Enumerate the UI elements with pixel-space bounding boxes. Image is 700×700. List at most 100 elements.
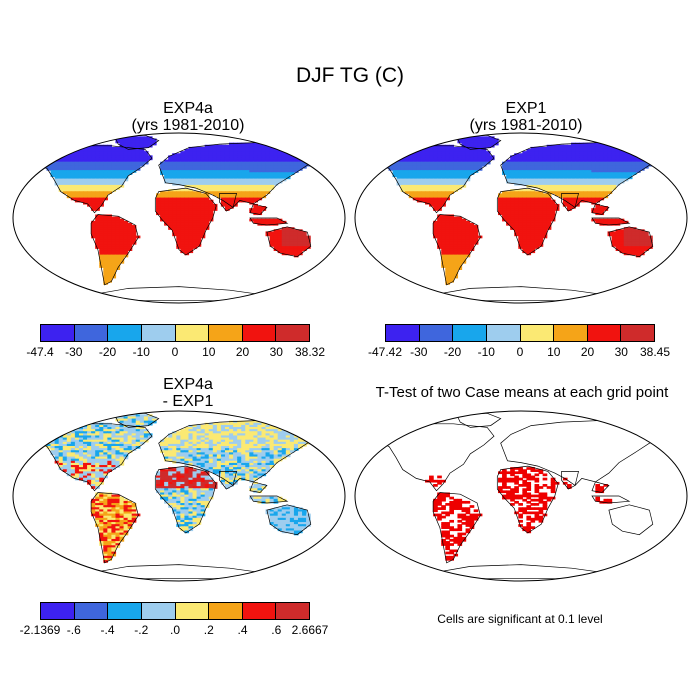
map-grid-cells bbox=[376, 136, 665, 285]
coastline-northAmerica bbox=[33, 423, 153, 492]
coastline-australia bbox=[608, 504, 654, 536]
map-grid-cells bbox=[34, 414, 323, 563]
map-panel-4 bbox=[354, 410, 688, 582]
panel3-title-line2: - EXP1 bbox=[162, 393, 214, 410]
colorbar-swatch bbox=[242, 603, 277, 619]
colorbar-tick-label: .2 bbox=[203, 623, 214, 637]
coastline-australia bbox=[266, 504, 312, 536]
colorbar-swatch bbox=[587, 325, 622, 341]
panel4-title: T-Test of two Case means at each grid po… bbox=[352, 384, 692, 401]
panel3-title-line1: EXP4a bbox=[163, 376, 213, 393]
coastline-australia bbox=[266, 226, 312, 258]
coastline-seAsia bbox=[249, 203, 268, 215]
colorbar-tick-label: 38.45 bbox=[639, 345, 671, 359]
map-projection-border bbox=[354, 132, 688, 304]
coastline-eurasia bbox=[158, 141, 322, 208]
coastline-greenland bbox=[114, 412, 160, 428]
coastline-africa bbox=[154, 465, 217, 534]
significance-note: Cells are significant at 0.1 level bbox=[437, 612, 603, 626]
coastline-india bbox=[561, 193, 579, 212]
map-panel-3 bbox=[12, 410, 346, 582]
colorbar-tick-label: -20 bbox=[98, 345, 117, 359]
coastline-southAmerica bbox=[432, 492, 481, 564]
map-projection-border bbox=[12, 132, 346, 304]
colorbar-tick-label: -10 bbox=[132, 345, 150, 359]
coastline-indonesia bbox=[591, 217, 631, 226]
coastline-india bbox=[219, 471, 237, 490]
coastline-seAsia bbox=[249, 481, 268, 493]
colorbar-tick-label: -10 bbox=[477, 345, 495, 359]
panel4-title-line1: T-Test of two Case means at each grid po… bbox=[375, 384, 669, 401]
colorbar-swatch bbox=[453, 325, 487, 341]
colorbar-swatch bbox=[141, 603, 176, 619]
coastline-australia bbox=[608, 226, 654, 258]
colorbar-tick-label: -30 bbox=[410, 345, 428, 359]
coastline-southAmerica bbox=[90, 492, 139, 564]
coastline-seAsia bbox=[591, 203, 610, 215]
colorbar-swatch bbox=[520, 325, 555, 341]
colorbar-swatch bbox=[108, 325, 142, 341]
colorbar-tick-label: 30 bbox=[269, 345, 283, 359]
coastline-greenland bbox=[456, 412, 502, 428]
colorbar-swatch bbox=[41, 603, 75, 619]
coastline-indonesia bbox=[591, 495, 631, 504]
coastline-india bbox=[561, 471, 579, 490]
coastline-northAmerica bbox=[375, 423, 495, 492]
colorbar-tick-label: 20 bbox=[580, 345, 595, 359]
colorbar-tick-label: .0 bbox=[169, 623, 181, 637]
colorbar-swatch bbox=[419, 325, 454, 341]
coastline-indonesia bbox=[249, 495, 289, 504]
coastline-india bbox=[219, 193, 237, 212]
colorbar-tick-label: 20 bbox=[235, 345, 250, 359]
coastline-southAmerica bbox=[432, 214, 481, 286]
map-grid-cells bbox=[34, 136, 323, 285]
coastline-greenland bbox=[114, 134, 160, 150]
coastline-greenland bbox=[456, 134, 502, 150]
colorbar-tick-label: 2.6667 bbox=[291, 623, 329, 637]
colorbar-swatch bbox=[41, 325, 75, 341]
colorbar-exp1 bbox=[385, 324, 655, 342]
colorbar-exp4a bbox=[40, 324, 310, 342]
coastline-antarctica bbox=[77, 564, 281, 580]
colorbar-tick-label: -20 bbox=[443, 345, 462, 359]
colorbar-swatch bbox=[386, 325, 420, 341]
colorbar-swatch bbox=[74, 325, 109, 341]
colorbar-swatch bbox=[209, 325, 243, 341]
colorbar-tick-label: -.2 bbox=[134, 623, 149, 637]
map-panel-1 bbox=[12, 132, 346, 304]
colorbar-swatch bbox=[486, 325, 521, 341]
colorbar-tick-label: .4 bbox=[237, 623, 248, 637]
colorbar-swatch bbox=[175, 325, 210, 341]
colorbar-tick-label: -47.4 bbox=[26, 345, 54, 359]
coastline-africa bbox=[154, 187, 217, 256]
map-grid-cells bbox=[425, 467, 613, 561]
coastline-eurasia bbox=[500, 419, 664, 486]
colorbar-tick-label: -30 bbox=[65, 345, 83, 359]
panel2-title-line1: EXP1 bbox=[505, 100, 547, 117]
colorbar-swatch bbox=[242, 325, 277, 341]
panel2-title: EXP1 (yrs 1981-2010) bbox=[426, 100, 626, 134]
colorbar-tick-label: -.6 bbox=[66, 623, 81, 637]
coastline-antarctica bbox=[419, 286, 623, 302]
coastline-antarctica bbox=[77, 286, 281, 302]
colorbar-tick-label: 10 bbox=[202, 345, 216, 359]
colorbar-swatch bbox=[108, 603, 142, 619]
coastline-eurasia bbox=[158, 419, 322, 486]
panel3-title: EXP4a - EXP1 bbox=[88, 376, 288, 410]
colorbar-tick-label: 0 bbox=[171, 345, 179, 359]
colorbar-tick-label: -47.42 bbox=[367, 345, 403, 359]
colorbar-swatch bbox=[621, 325, 654, 341]
panel2-title-line2: (yrs 1981-2010) bbox=[469, 117, 583, 134]
map-projection-border bbox=[12, 410, 346, 582]
coastline-northAmerica bbox=[33, 145, 153, 214]
panel1-title-line1: EXP4a bbox=[163, 100, 213, 117]
colorbar-tick-label: 0 bbox=[516, 345, 524, 359]
coastline-northAmerica bbox=[375, 145, 495, 214]
colorbar-swatch bbox=[141, 325, 176, 341]
colorbar-swatch bbox=[554, 325, 588, 341]
colorbar-tick-label: 38.32 bbox=[294, 345, 326, 359]
colorbar-swatch bbox=[74, 603, 109, 619]
colorbar-tick-label: 10 bbox=[547, 345, 561, 359]
coastline-africa bbox=[496, 465, 559, 534]
